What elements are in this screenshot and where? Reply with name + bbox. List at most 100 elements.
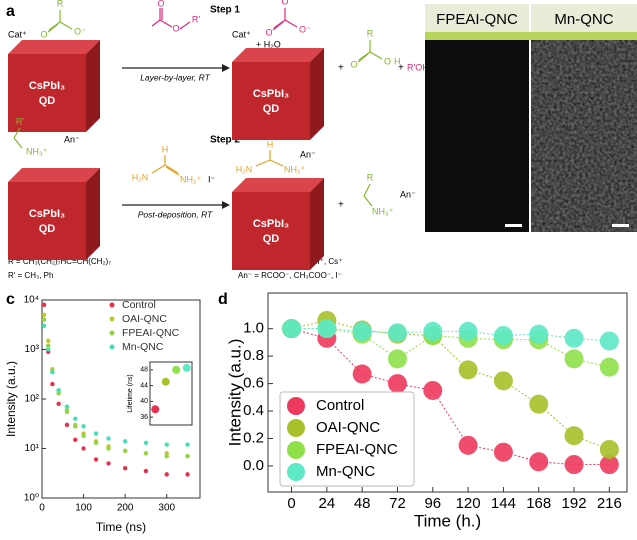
y-tick-label: 40 xyxy=(140,398,148,405)
atom-label: O⁻ xyxy=(299,24,311,34)
y-tick-label: 10² xyxy=(25,394,40,405)
legend-marker xyxy=(109,302,115,308)
legend-marker xyxy=(287,419,305,437)
bond xyxy=(269,159,284,167)
atom-label: NH₃⁺ xyxy=(372,206,394,216)
data-point xyxy=(423,380,443,400)
note: R = CH₃(CH₂)₇HC=CH(CH₂)₇ xyxy=(8,257,111,266)
legend-marker xyxy=(109,330,115,336)
data-point xyxy=(56,388,61,393)
atom-label: NH₂⁺ xyxy=(180,174,201,184)
atom-label: R' xyxy=(192,14,200,24)
data-point xyxy=(151,405,160,414)
micrograph xyxy=(425,36,529,232)
x-axis-label: Time (ns) xyxy=(96,520,146,534)
data-point xyxy=(599,455,619,475)
data-point xyxy=(493,371,513,391)
atom-label: NH₃⁺ xyxy=(26,146,48,156)
legend-marker xyxy=(109,344,115,350)
data-point xyxy=(64,409,70,415)
x-tick-label: 96 xyxy=(424,495,441,512)
bond xyxy=(363,183,371,197)
data-point xyxy=(352,321,372,341)
bond xyxy=(151,164,166,174)
qd-label: QD xyxy=(39,95,56,107)
series-line xyxy=(291,328,610,342)
data-point xyxy=(185,453,190,459)
x-tick-label: 0 xyxy=(39,503,45,514)
y-tick-label: 0.4 xyxy=(243,402,264,419)
data-point xyxy=(164,442,169,447)
atom-label: O xyxy=(265,27,272,37)
cube-top xyxy=(8,40,100,54)
anion: I⁻ xyxy=(208,174,216,184)
atom-label: O xyxy=(40,29,47,39)
micrograph-label: Mn-QNC xyxy=(554,11,613,28)
atom-label: R xyxy=(367,172,374,182)
step-title: Step 2 xyxy=(210,135,240,146)
bond xyxy=(165,166,180,176)
data-point xyxy=(458,321,478,341)
bond xyxy=(273,19,286,29)
data-point xyxy=(387,374,407,394)
data-point xyxy=(564,426,584,446)
scale-bar xyxy=(505,224,522,227)
micrograph-texture xyxy=(531,36,637,232)
x-tick-label: 24 xyxy=(319,495,336,512)
qd-label: CsPbI₃ xyxy=(29,80,65,92)
bond xyxy=(48,21,61,31)
arrowhead xyxy=(222,64,230,72)
atom-label: R' xyxy=(16,116,24,126)
atom-label: H xyxy=(267,139,274,149)
atom-label: R xyxy=(57,0,64,8)
x-tick-label: 200 xyxy=(117,503,134,514)
legend-label: Control xyxy=(122,299,156,311)
bond xyxy=(357,53,369,63)
data-point xyxy=(493,326,513,346)
y-tick-label: 44 xyxy=(140,382,148,389)
data-point xyxy=(282,319,302,339)
data-point xyxy=(458,360,478,380)
atom-label: O xyxy=(172,23,179,33)
inset-frame xyxy=(149,361,193,426)
data-point xyxy=(93,440,99,446)
y-tick-label: 10⁴ xyxy=(24,295,39,306)
series-line xyxy=(291,328,610,466)
data-point xyxy=(106,446,111,451)
cube-side xyxy=(310,178,324,270)
legend-marker xyxy=(287,397,305,415)
y-tick-label: 10³ xyxy=(25,344,40,355)
cube-side xyxy=(86,40,100,132)
x-tick-label: 300 xyxy=(158,503,175,514)
atom-label: O xyxy=(384,56,391,66)
y-tick-label: 36 xyxy=(140,414,148,421)
data-point xyxy=(599,439,619,459)
y-tick-label: 48 xyxy=(140,367,148,374)
x-tick-label: 100 xyxy=(75,503,92,514)
data-point xyxy=(143,440,149,446)
cation: Cat⁺ xyxy=(232,29,251,39)
data-point xyxy=(41,312,47,318)
data-point xyxy=(164,472,169,477)
data-point xyxy=(529,452,549,472)
atom-label: R xyxy=(367,28,374,38)
cube-top xyxy=(232,178,324,192)
data-point xyxy=(73,416,78,421)
panel-label: c xyxy=(6,291,15,308)
data-point xyxy=(93,431,99,436)
x-tick-label: 72 xyxy=(389,495,406,512)
cube-side xyxy=(310,48,324,140)
y-tick-label: 10⁰ xyxy=(24,493,39,504)
micrograph-label: FPEAI-QNC xyxy=(436,11,518,28)
legend-marker xyxy=(287,441,305,459)
data-point xyxy=(46,343,51,348)
scale-bar xyxy=(612,224,629,227)
condition: Layer-by-layer, RT xyxy=(140,72,210,82)
atom-label: O⁻ xyxy=(74,26,86,36)
atom-label: NH₂⁺ xyxy=(284,164,305,174)
data-point xyxy=(64,422,70,428)
data-point xyxy=(50,381,55,387)
cation: Cat⁺ xyxy=(8,29,27,39)
